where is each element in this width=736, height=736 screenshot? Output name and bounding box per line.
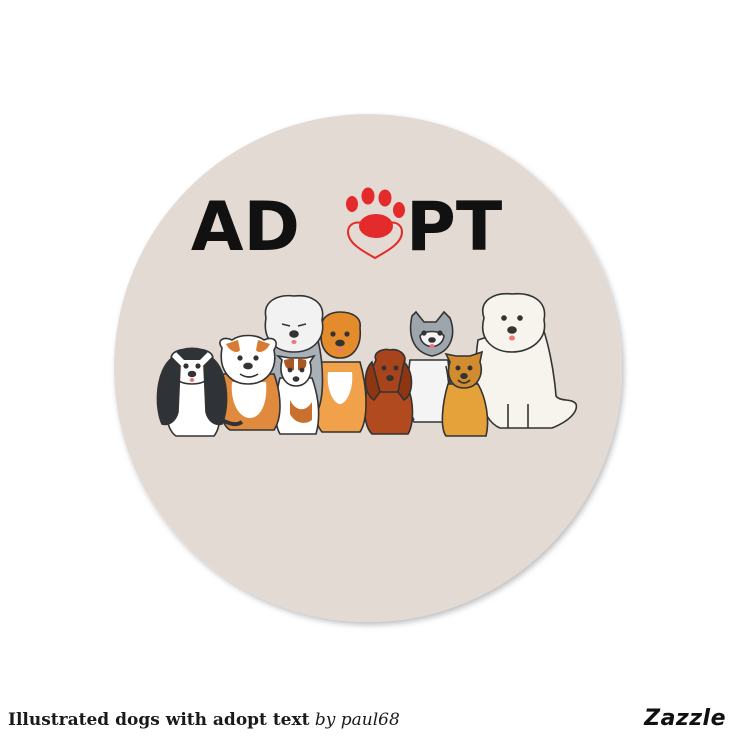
- dog-black-white: [156, 347, 244, 437]
- dog-bulldog: [217, 334, 281, 431]
- dog-orange-retriever: [312, 311, 367, 433]
- paw-heart-icon: [346, 187, 405, 260]
- dog-red-spaniel: [363, 348, 414, 435]
- caption-bar: Illustrated dogs with adopt text by paul…: [0, 700, 736, 736]
- dogs-illustration: [156, 292, 578, 437]
- brand-logo[interactable]: Zazzle: [644, 706, 726, 731]
- dog-orange-terrier: [441, 350, 489, 437]
- adopt-text-left: AD: [191, 188, 300, 267]
- dog-jack-russell: [274, 354, 320, 435]
- sticker-svg: AD PT: [114, 114, 622, 622]
- caption-title: Illustrated dogs with adopt text: [8, 710, 310, 730]
- caption-author[interactable]: by paul68: [314, 710, 400, 730]
- adopt-text-right: PT: [406, 188, 503, 267]
- sticker-image: AD PT: [114, 114, 622, 622]
- caption: Illustrated dogs with adopt text by paul…: [8, 710, 400, 730]
